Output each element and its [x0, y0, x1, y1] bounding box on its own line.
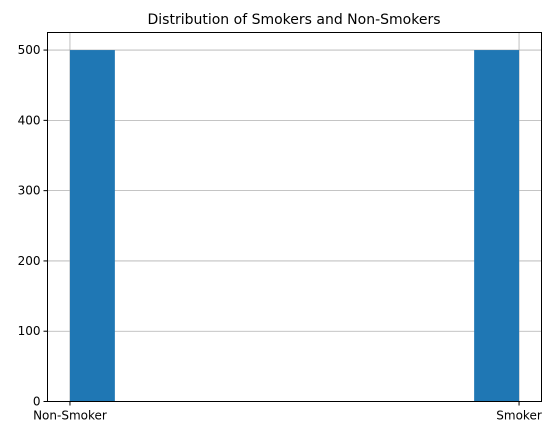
x-tick-label-1: Smoker	[496, 409, 542, 423]
y-tick-label-0: 0	[33, 395, 41, 409]
y-tick-label-5: 500	[18, 43, 41, 57]
x-axis: Non-Smoker Smoker	[33, 401, 542, 423]
y-tick-label-3: 300	[18, 184, 41, 198]
y-tick-label-4: 400	[18, 113, 41, 127]
grid-layer	[47, 32, 542, 402]
x-tick-label-0: Non-Smoker	[33, 409, 107, 423]
bar-smoker	[474, 50, 520, 402]
chart-title: Distribution of Smokers and Non-Smokers	[148, 12, 441, 28]
bar-non-smoker	[69, 50, 115, 402]
bar-layer	[69, 50, 520, 402]
plot-frame	[47, 32, 542, 402]
y-axis: 0 100 200 300 400 500	[18, 43, 48, 409]
y-tick-label-2: 200	[18, 254, 41, 268]
y-tick-label-1: 100	[18, 324, 41, 338]
